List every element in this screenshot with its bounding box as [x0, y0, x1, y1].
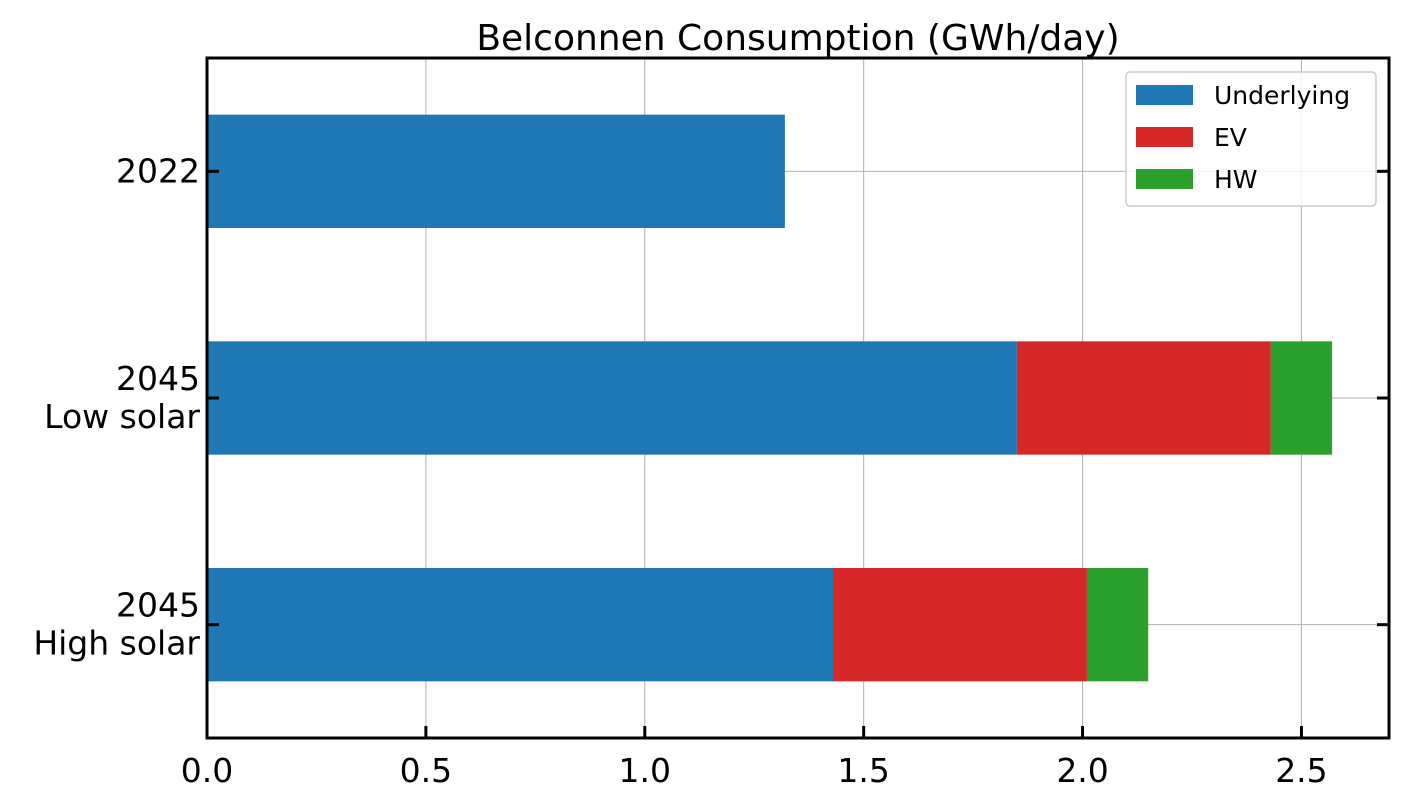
y-tick-label: Low solar — [44, 397, 200, 436]
x-tick-label: 2.0 — [1056, 751, 1108, 790]
chart-title: Belconnen Consumption (GWh/day) — [476, 18, 1119, 59]
bar-underlying-2 — [207, 568, 834, 682]
x-tick-label: 1.5 — [837, 751, 889, 790]
bars-layer — [207, 114, 1333, 682]
x-tick-label: 0.0 — [181, 751, 233, 790]
bar-ev-1 — [1016, 341, 1271, 455]
y-tick-label: 2045 — [116, 359, 200, 398]
y-tick-label: 2045 — [116, 586, 200, 625]
bar-underlying-1 — [207, 341, 1017, 455]
legend-label-underlying: Underlying — [1214, 81, 1350, 110]
bar-ev-2 — [833, 568, 1087, 682]
y-tick-label: High solar — [33, 624, 200, 663]
bar-underlying-0 — [207, 114, 785, 228]
bar-hw-2 — [1086, 568, 1149, 682]
legend-label-ev: EV — [1214, 123, 1247, 152]
legend-swatch-ev — [1136, 127, 1193, 147]
x-tick-label: 0.5 — [400, 751, 452, 790]
legend-label-hw: HW — [1214, 165, 1258, 194]
x-tick-label: 1.0 — [619, 751, 671, 790]
legend-swatch-hw — [1136, 169, 1193, 189]
x-tick-label: 2.5 — [1275, 751, 1327, 790]
bar-hw-1 — [1270, 341, 1333, 455]
legend-swatch-underlying — [1136, 85, 1193, 105]
plot-frame — [205, 56, 1391, 740]
legend: Underlying EV HW — [1125, 71, 1377, 207]
y-tick-label: 2022 — [116, 151, 200, 190]
